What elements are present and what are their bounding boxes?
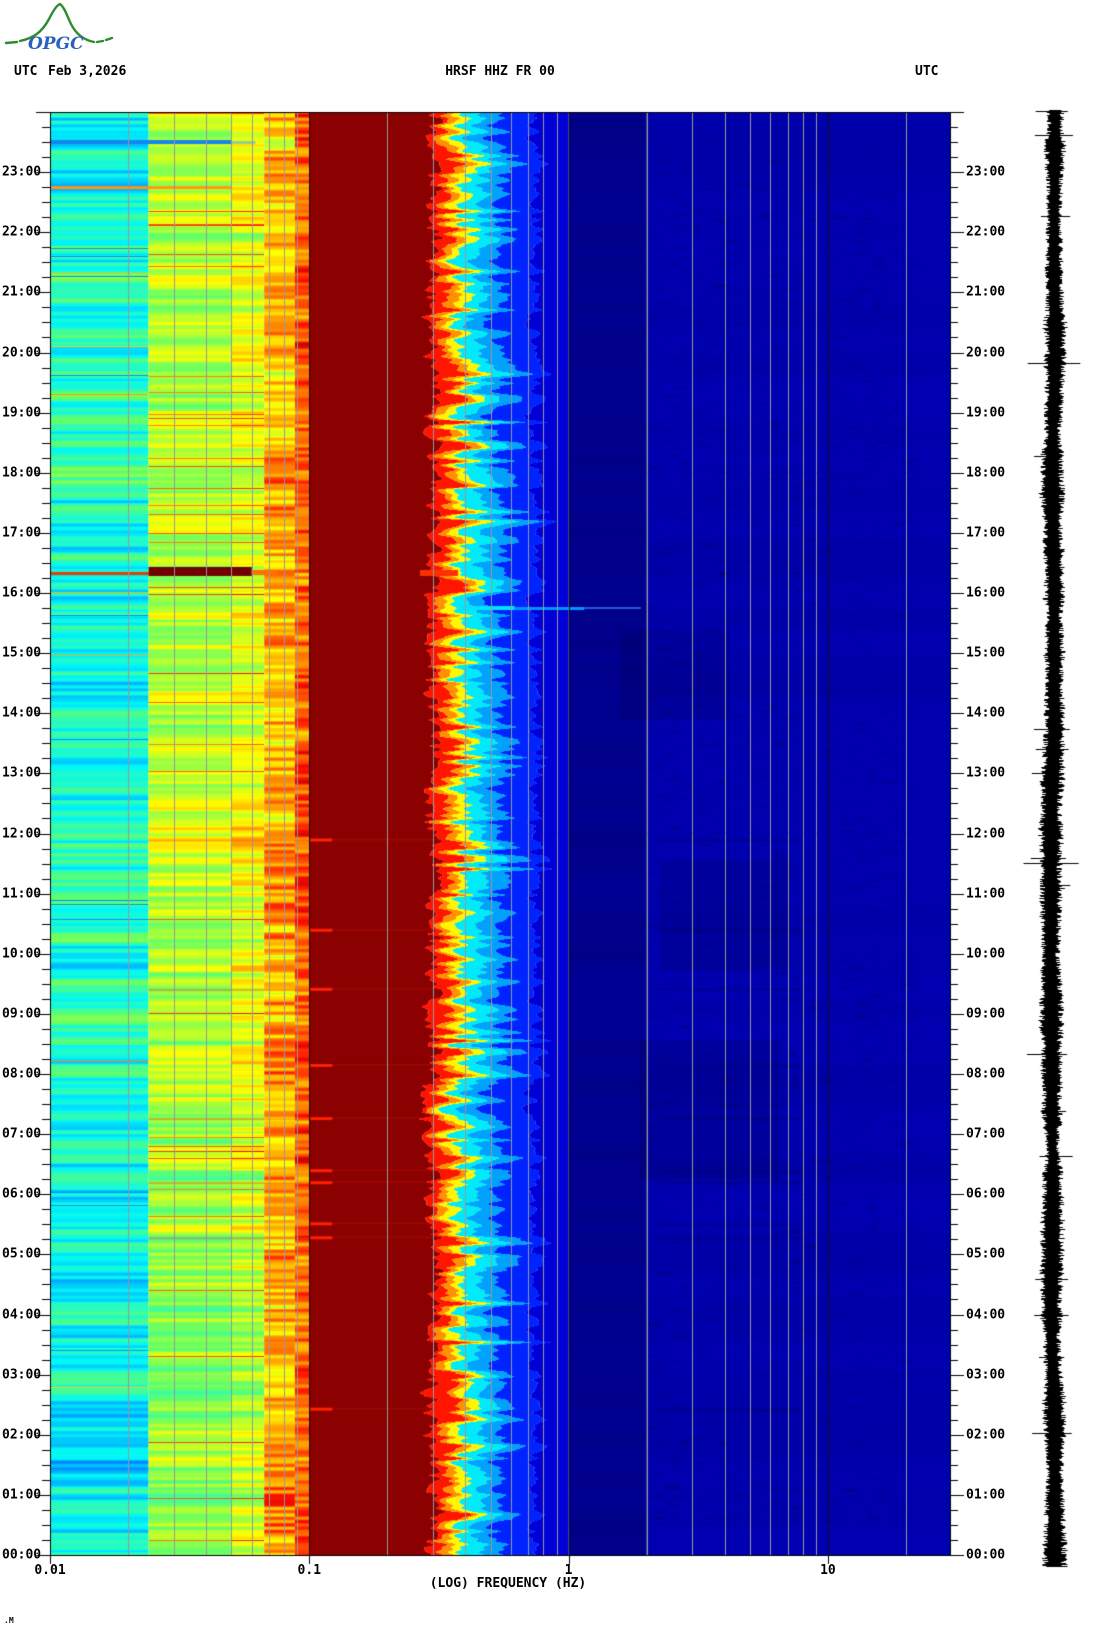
y-axis-label-right: 11:00 [966, 886, 1006, 902]
y-axis-label-left: 22:00 [2, 224, 42, 240]
y-axis-label-left: 19:00 [2, 405, 42, 421]
y-axis-label-right: 05:00 [966, 1246, 1006, 1262]
y-axis-label-right: 01:00 [966, 1487, 1006, 1503]
y-axis-label-right: 13:00 [966, 765, 1006, 781]
y-axis-label-right: 04:00 [966, 1307, 1006, 1322]
y-axis-label-left: 09:00 [2, 1006, 42, 1022]
y-axis-label-left: 13:00 [2, 765, 42, 781]
y-axis-label-right: 17:00 [966, 525, 1006, 541]
y-axis-label-right: 00:00 [966, 1547, 1006, 1563]
y-axis-label-left: 02:00 [2, 1427, 42, 1443]
y-axis-label-left: 16:00 [2, 585, 42, 601]
y-axis-label-left: 03:00 [2, 1367, 42, 1383]
x-axis-tick-label: 0.1 [297, 1563, 322, 1578]
y-axis-label-left: 17:00 [2, 525, 42, 541]
y-axis-label-right: 19:00 [966, 405, 1006, 421]
y-axis-label-right: 03:00 [966, 1367, 1006, 1383]
y-axis-label-left: 00:00 [2, 1547, 42, 1563]
y-axis-label-right: 14:00 [966, 705, 1006, 721]
y-axis-label-right: 23:00 [966, 164, 1006, 180]
y-axis-label-right: 07:00 [966, 1126, 1006, 1142]
y-axis-label-left: 07:00 [2, 1126, 42, 1142]
footer-mark: .M [4, 1616, 14, 1625]
x-axis-tick-label: 1 [564, 1563, 573, 1578]
y-axis-label-left: 18:00 [2, 465, 42, 481]
y-axis-label-left: 11:00 [2, 886, 42, 902]
y-axis-label-left: 05:00 [2, 1246, 42, 1262]
y-axis-label-left: 01:00 [2, 1487, 42, 1503]
y-axis-label-left: 20:00 [2, 345, 42, 360]
y-axis-label-right: 09:00 [966, 1006, 1006, 1022]
y-axis-label-left: 04:00 [2, 1307, 42, 1322]
y-axis-label-right: 02:00 [966, 1427, 1006, 1443]
y-axis-label-right: 12:00 [966, 826, 1006, 841]
y-axis-label-left: 21:00 [2, 284, 42, 300]
y-axis-label-left: 12:00 [2, 826, 42, 841]
y-axis-label-right: 10:00 [966, 946, 1006, 962]
y-axis-label-right: 06:00 [966, 1186, 1006, 1202]
y-axis-label-left: 14:00 [2, 705, 42, 721]
y-axis-label-right: 22:00 [966, 224, 1006, 240]
y-axis-label-right: 18:00 [966, 465, 1006, 481]
y-axis-label-right: 15:00 [966, 645, 1006, 661]
y-axis-label-left: 10:00 [2, 946, 42, 962]
y-axis-label-right: 20:00 [966, 345, 1006, 360]
x-axis-tick-label: 0.01 [34, 1563, 66, 1578]
x-axis-tick-label: 10 [820, 1563, 836, 1578]
y-axis-label-left: 08:00 [2, 1066, 42, 1082]
y-axis-label-left: 06:00 [2, 1186, 42, 1202]
y-axis-label-right: 21:00 [966, 284, 1006, 300]
y-axis-label-right: 16:00 [966, 585, 1006, 601]
y-axis-label-right: 08:00 [966, 1066, 1006, 1082]
y-axis-label-left: 23:00 [2, 164, 42, 180]
y-axis-label-left: 15:00 [2, 645, 42, 661]
x-axis-title: (LOG) FREQUENCY (HZ) [429, 1576, 587, 1591]
